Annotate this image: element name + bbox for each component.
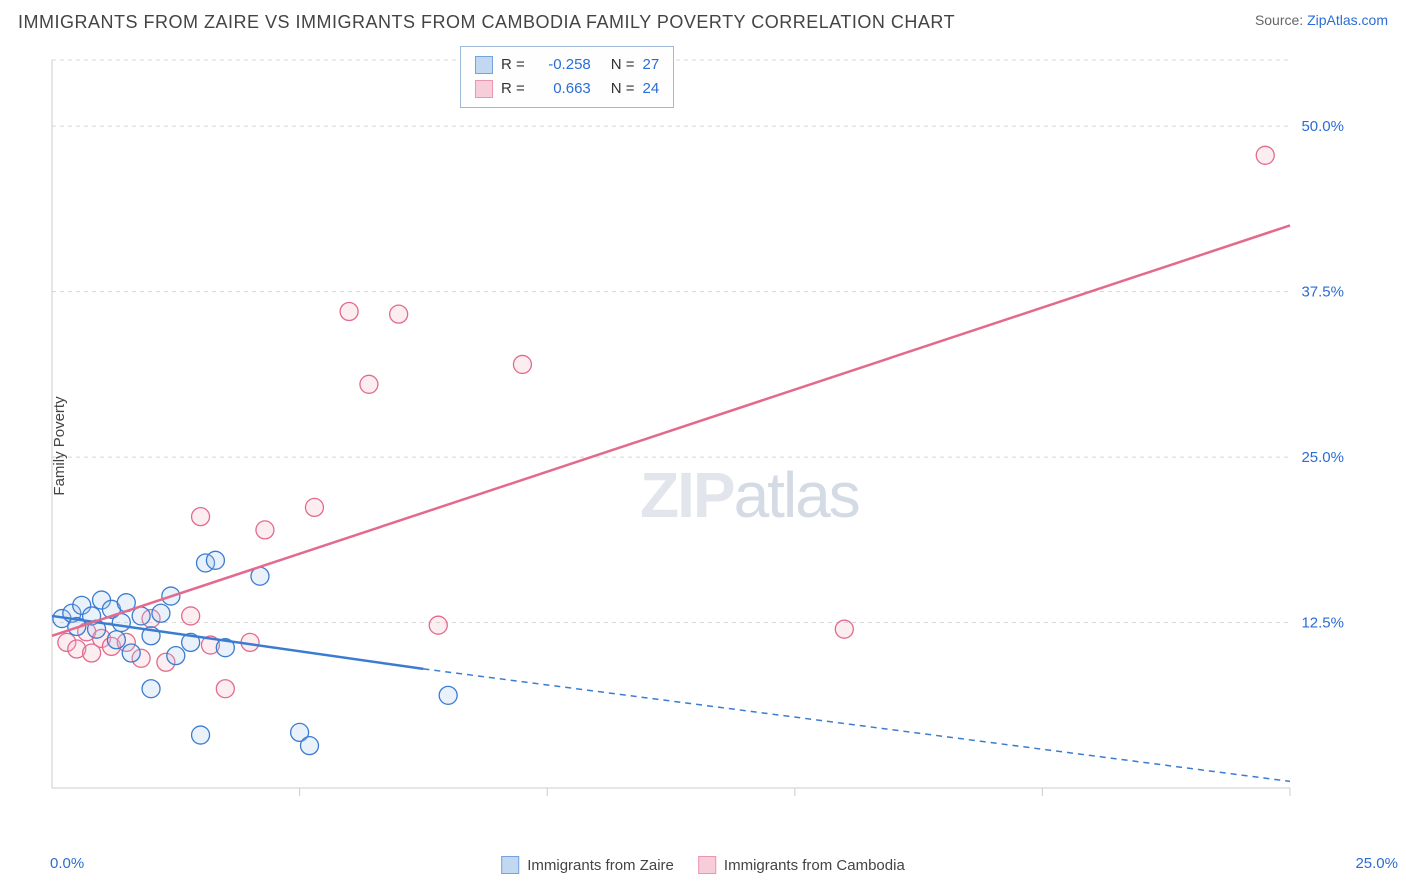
x-tick-origin: 0.0%: [50, 855, 84, 872]
stats-row-zaire: R = -0.258 N = 27: [475, 53, 659, 77]
svg-text:12.5%: 12.5%: [1301, 615, 1344, 632]
legend-square-icon: [501, 856, 519, 874]
legend-square-icon: [475, 80, 493, 98]
chart-title: IMMIGRANTS FROM ZAIRE VS IMMIGRANTS FROM…: [18, 12, 955, 33]
legend-label: Immigrants from Cambodia: [724, 857, 905, 874]
svg-text:25.0%: 25.0%: [1301, 449, 1344, 466]
series-legend: Immigrants from Zaire Immigrants from Cam…: [501, 856, 905, 874]
chart-area: 12.5% 25.0% 37.5% 50.0% ZIPatlas: [50, 48, 1350, 828]
r-label: R =: [501, 77, 525, 101]
n-label: N =: [611, 77, 635, 101]
stats-row-cambodia: R = 0.663 N = 24: [475, 77, 659, 101]
n-label: N =: [611, 53, 635, 77]
legend-label: Immigrants from Zaire: [527, 857, 674, 874]
n-value: 27: [643, 53, 660, 77]
source-attribution: Source: ZipAtlas.com: [1255, 12, 1388, 28]
r-value: -0.258: [533, 53, 591, 77]
legend-square-icon: [475, 56, 493, 74]
legend-square-icon: [698, 856, 716, 874]
n-value: 24: [643, 77, 660, 101]
scatter-plot: 12.5% 25.0% 37.5% 50.0%: [50, 48, 1350, 828]
r-value: 0.663: [533, 77, 591, 101]
r-label: R =: [501, 53, 525, 77]
source-link[interactable]: ZipAtlas.com: [1307, 12, 1388, 28]
svg-text:37.5%: 37.5%: [1301, 284, 1344, 301]
legend-item-cambodia: Immigrants from Cambodia: [698, 856, 905, 874]
x-tick-max: 25.0%: [1355, 855, 1398, 872]
stats-legend: R = -0.258 N = 27 R = 0.663 N = 24: [460, 46, 674, 108]
svg-text:50.0%: 50.0%: [1301, 118, 1344, 135]
legend-item-zaire: Immigrants from Zaire: [501, 856, 674, 874]
watermark: ZIPatlas: [640, 458, 859, 532]
